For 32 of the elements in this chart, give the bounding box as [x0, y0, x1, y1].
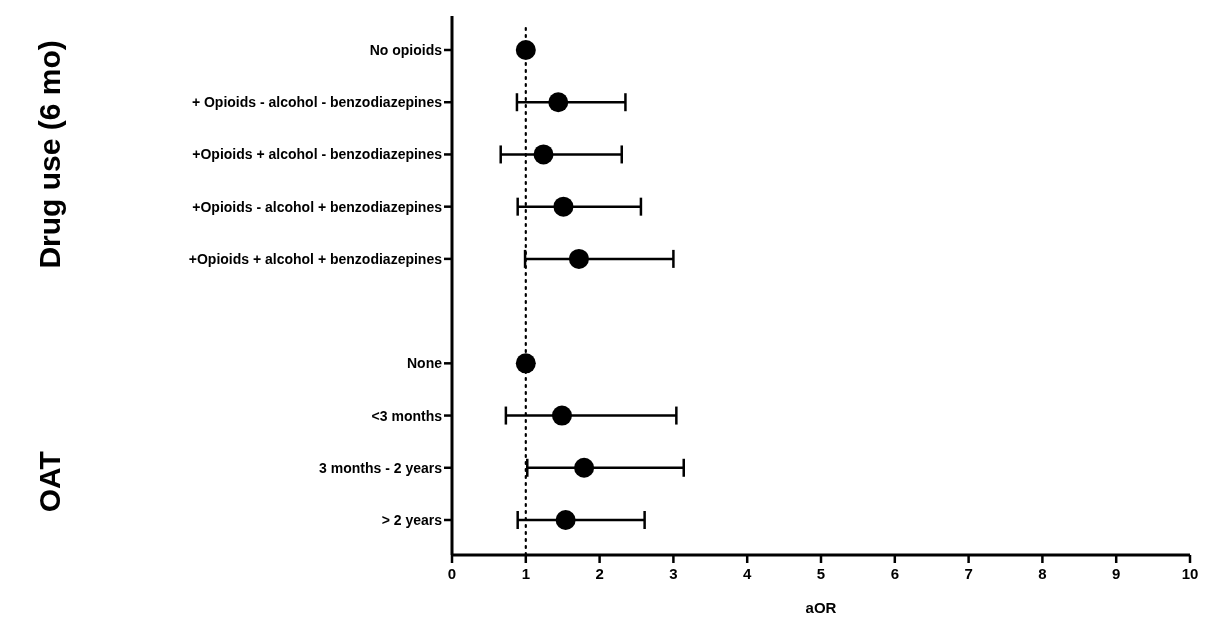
y-tick-label: None	[407, 355, 443, 372]
point	[574, 457, 595, 478]
x-tick-label: 9	[1112, 565, 1121, 582]
x-tick-label: 5	[816, 565, 826, 582]
y-tick-label: +Opioids - alcohol + benzodiazepines	[192, 198, 443, 215]
y-tick-label: > 2 years	[381, 512, 443, 528]
y-tick-label: <3 months	[371, 407, 443, 424]
x-tick-label: 2	[595, 565, 604, 582]
y-tick-label: +Opioids + alcohol + benzodiazepines	[188, 250, 443, 267]
y-tick-label: + Opioids - alcohol - benzodiazepines	[191, 94, 443, 111]
x-tick-label: 4	[743, 565, 753, 582]
y-tick-label: 3 months - 2 years	[319, 459, 443, 476]
text: Drug use (6 mo)	[33, 40, 66, 269]
text: OAT	[33, 451, 66, 513]
point	[548, 92, 569, 113]
point	[515, 353, 536, 374]
x-tick-label: 8	[1038, 565, 1047, 582]
point	[551, 405, 572, 426]
point	[533, 144, 554, 165]
point	[515, 40, 536, 60]
y-tick-label: No opioids	[369, 42, 443, 58]
x-tick-label: 0	[447, 565, 457, 582]
point	[553, 196, 574, 217]
x-tick-label: 1	[521, 565, 530, 582]
y-tick-label: +Opioids + alcohol - benzodiazepines	[192, 146, 443, 163]
x-tick-label: 3	[669, 565, 678, 582]
x-axis-title: aOR	[805, 599, 837, 616]
x-tick-label: 7	[964, 565, 973, 582]
x-tick-label: 10	[1181, 565, 1199, 582]
point	[555, 510, 576, 530]
point	[568, 248, 589, 269]
x-tick-label: 6	[890, 565, 899, 582]
